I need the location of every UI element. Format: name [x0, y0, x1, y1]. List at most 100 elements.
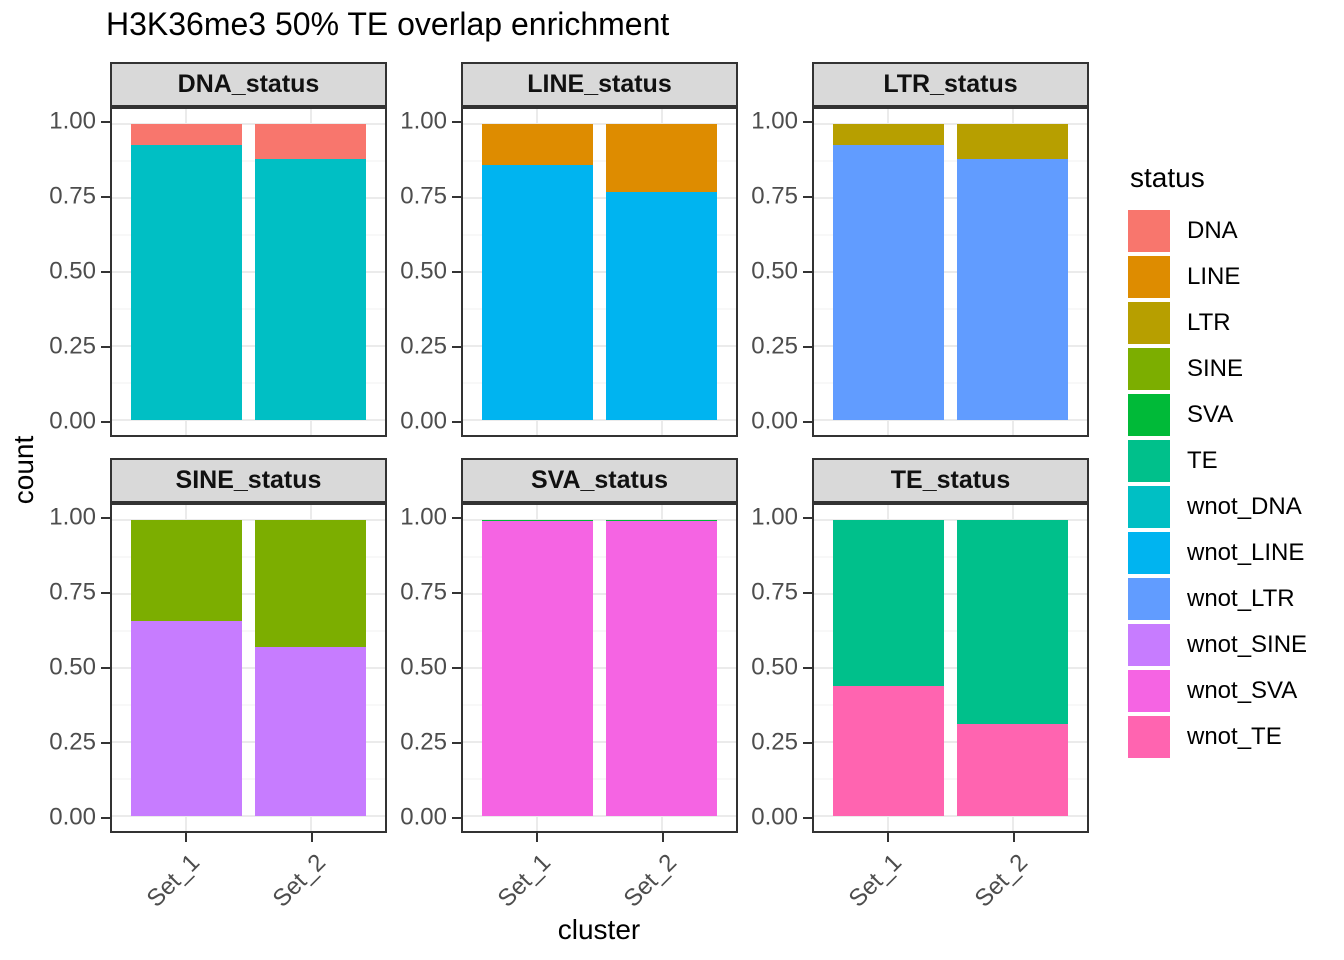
y-tick-mark: [803, 196, 812, 198]
minor-gridline: [814, 778, 1087, 780]
y-tick-label: 1.00: [49, 107, 96, 135]
y-tick-label: 0.00: [49, 407, 96, 435]
facet-strip: DNA_status: [110, 62, 387, 107]
segment-LINE: [605, 123, 718, 192]
bar-Set_1: [481, 123, 594, 421]
facet-DNA_status: DNA_status 1.00 0.75 0.50 0.25 0.00: [46, 62, 387, 437]
legend-swatch: [1128, 624, 1170, 666]
x-tick-label: Set_1: [843, 849, 907, 913]
x-tick-mark: [310, 833, 313, 842]
segment-DNA: [130, 123, 243, 145]
facet-strip-label: DNA_status: [177, 70, 320, 98]
minor-gridline: [112, 704, 385, 706]
facet-SVA_status: SVA_status 1.00 0.75 0.50 0.25 0.00 Set_1 Set_2: [397, 458, 738, 913]
x-axis-title: cluster: [557, 914, 641, 945]
legend-items: DNA LINE LTR SINE SVA TE wnot_DNA wnot_LINE wnot…: [1128, 208, 1307, 760]
facet-panel: [110, 503, 387, 833]
y-axis: 1.00 0.75 0.50 0.25 0.00: [46, 107, 110, 437]
legend-item-TE: TE: [1128, 438, 1307, 484]
facet-strip: TE_status: [812, 458, 1089, 503]
y-tick-mark: [803, 346, 812, 348]
legend-swatch: [1128, 256, 1170, 298]
minor-gridline: [112, 778, 385, 780]
y-tick-mark: [101, 421, 110, 423]
segment-wnot_SVA: [605, 521, 718, 817]
legend-swatch: [1128, 670, 1170, 712]
legend-item-wnot_DNA: wnot_DNA: [1128, 484, 1307, 530]
minor-gridline: [112, 160, 385, 162]
y-axis: 1.00 0.75 0.50 0.25 0.00: [748, 503, 812, 833]
major-gridline: [112, 345, 385, 348]
major-gridline: [112, 419, 385, 422]
minor-gridline: [463, 778, 736, 780]
legend-label: TE: [1187, 447, 1218, 474]
y-tick-label: 1.00: [751, 107, 798, 135]
bar-Set_1: [130, 123, 243, 421]
segment-LTR: [832, 123, 945, 145]
legend-swatch: [1128, 302, 1170, 344]
y-tick-label: 1.00: [400, 503, 447, 531]
y-axis: 1.00 0.75 0.50 0.25 0.00: [397, 503, 461, 833]
y-tick-mark: [101, 517, 110, 519]
legend-swatch: [1128, 716, 1170, 758]
y-tick-mark: [803, 592, 812, 594]
x-tick-mark: [886, 833, 889, 842]
y-tick-label: 0.25: [49, 332, 96, 360]
y-tick-mark: [452, 592, 461, 594]
x-tick-label: Set_2: [267, 849, 331, 913]
y-tick-mark: [803, 667, 812, 669]
major-gridline: [814, 196, 1087, 199]
segment-wnot_LINE: [605, 191, 718, 421]
bar-Set_2: [956, 123, 1069, 421]
y-tick-mark: [803, 517, 812, 519]
minor-gridline: [463, 160, 736, 162]
y-tick-mark: [101, 346, 110, 348]
facet-LINE_status: LINE_status 1.00 0.75 0.50 0.25 0.00: [397, 62, 738, 437]
y-tick-mark: [101, 592, 110, 594]
minor-gridline: [463, 382, 736, 384]
bar-Set_1: [130, 519, 243, 817]
y-tick-label: 0.00: [400, 803, 447, 831]
segment-LINE: [481, 123, 594, 166]
x-tick-mark: [184, 833, 187, 842]
y-tick-label: 0.75: [400, 578, 447, 606]
bar-Set_2: [254, 519, 367, 817]
major-gridline: [463, 518, 736, 521]
facet-strip-label: TE_status: [890, 466, 1011, 494]
y-tick-label: 0.00: [49, 803, 96, 831]
legend-title: status: [1130, 162, 1205, 193]
facet-panel: [461, 107, 738, 437]
bar-Set_2: [605, 519, 718, 817]
major-gridline: [112, 122, 385, 125]
y-tick-label: 0.75: [49, 182, 96, 210]
minor-gridline: [112, 234, 385, 236]
minor-gridline: [814, 630, 1087, 632]
y-tick-mark: [452, 271, 461, 273]
legend-label: wnot_SINE: [1187, 631, 1308, 658]
legend-label: wnot_LTR: [1187, 585, 1295, 612]
y-tick-label: 0.00: [751, 407, 798, 435]
y-tick-mark: [803, 742, 812, 744]
y-tick-label: 0.75: [49, 578, 96, 606]
y-tick-mark: [101, 817, 110, 819]
x-tick-label: Set_1: [141, 849, 205, 913]
y-tick-mark: [803, 421, 812, 423]
legend-swatch: [1128, 440, 1170, 482]
major-gridline: [463, 345, 736, 348]
major-gridline: [814, 741, 1087, 744]
y-tick-label: 0.00: [751, 803, 798, 831]
y-tick-mark: [101, 196, 110, 198]
facet-TE_status: TE_status 1.00 0.75 0.50 0.25 0.00 Set_1 Set_2: [748, 458, 1089, 913]
legend-label: wnot_SVA: [1187, 677, 1298, 704]
minor-gridline: [112, 630, 385, 632]
y-tick-label: 0.25: [49, 728, 96, 756]
y-tick-mark: [452, 667, 461, 669]
minor-gridline: [814, 234, 1087, 236]
facet-strip: SVA_status: [461, 458, 738, 503]
legend-swatch: [1128, 394, 1170, 436]
bar-Set_2: [956, 519, 1069, 817]
legend-item-wnot_LTR: wnot_LTR: [1128, 576, 1307, 622]
facet-strip: LINE_status: [461, 62, 738, 107]
major-gridline: [814, 345, 1087, 348]
facet-LTR_status: LTR_status 1.00 0.75 0.50 0.25 0.00: [748, 62, 1089, 437]
